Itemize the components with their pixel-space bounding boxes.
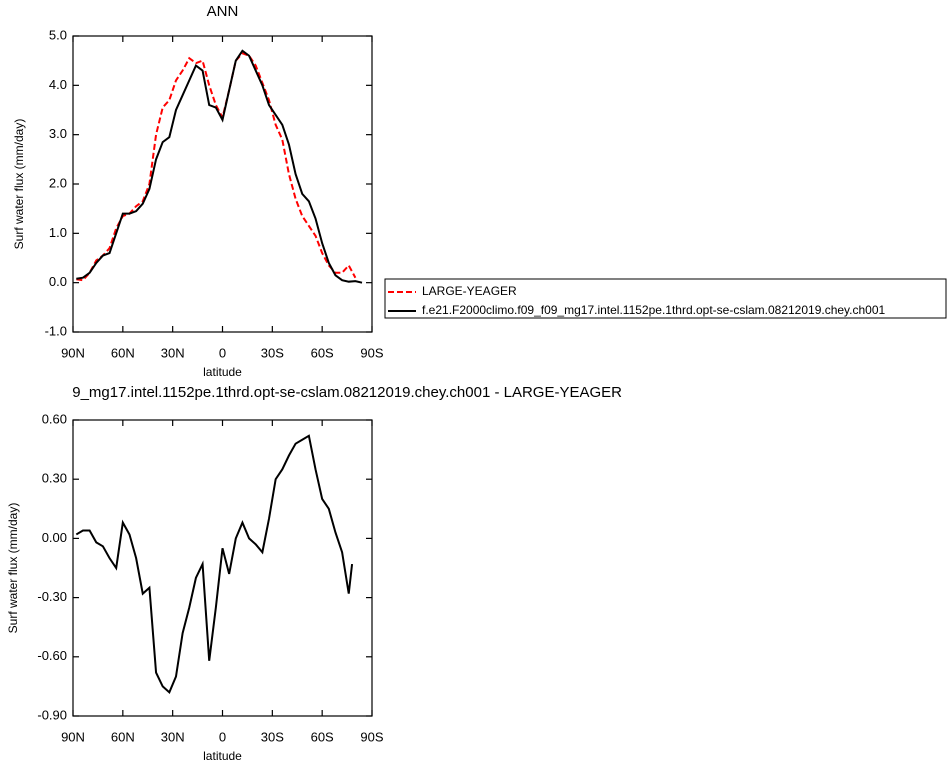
legend-box xyxy=(384,278,947,319)
y-tick-label: 3.0 xyxy=(49,126,67,141)
x-tick-label: 30N xyxy=(161,729,185,744)
y-tick-label: 0.60 xyxy=(42,411,67,426)
x-tick-label: 60S xyxy=(311,345,334,360)
x-axis-label: latitude xyxy=(203,749,242,763)
y-tick-label: -1.0 xyxy=(45,323,67,338)
x-tick-label: 30S xyxy=(261,729,284,744)
x-tick-label: 30N xyxy=(161,345,185,360)
plot-frame xyxy=(72,419,373,717)
x-tick-label: 60N xyxy=(111,729,135,744)
x-tick-label: 90S xyxy=(360,345,383,360)
y-tick-label: -0.30 xyxy=(37,589,67,604)
y-tick-label: 0.0 xyxy=(49,274,67,289)
x-tick-label: 0 xyxy=(219,729,226,744)
data-line xyxy=(75,434,354,694)
x-tick-label: 90N xyxy=(61,345,85,360)
x-tick-label: 0 xyxy=(219,345,226,360)
x-tick-label: 30S xyxy=(261,345,284,360)
x-tick-label: 90N xyxy=(61,729,85,744)
y-tick-label: 5.0 xyxy=(49,27,67,42)
chart-title: ANN xyxy=(207,3,239,20)
y-tick-label: -0.90 xyxy=(37,707,67,722)
y-axis-label: Surf water flux (mm/day) xyxy=(12,119,26,250)
chart-title: 9_mg17.intel.1152pe.1thrd.opt-se-cslam.0… xyxy=(72,384,622,401)
x-tick-label: 90S xyxy=(360,729,383,744)
x-axis-label: latitude xyxy=(203,365,242,379)
y-tick-label: 1.0 xyxy=(49,225,67,240)
legend-label: LARGE-YEAGER xyxy=(422,284,517,298)
y-tick-label: 4.0 xyxy=(49,77,67,92)
y-tick-label: 2.0 xyxy=(49,175,67,190)
y-tick-label: 0.00 xyxy=(42,530,67,545)
y-tick-label: -0.60 xyxy=(37,648,67,663)
y-tick-label: 0.30 xyxy=(42,471,67,486)
data-line xyxy=(76,49,363,284)
x-tick-label: 60N xyxy=(111,345,135,360)
y-axis-label: Surf water flux (mm/day) xyxy=(6,503,20,634)
plot-frame xyxy=(72,35,373,333)
legend-label: f.e21.F2000climo.f09_f09_mg17.intel.1152… xyxy=(422,303,886,317)
data-line xyxy=(76,52,357,282)
x-tick-label: 60S xyxy=(311,729,334,744)
